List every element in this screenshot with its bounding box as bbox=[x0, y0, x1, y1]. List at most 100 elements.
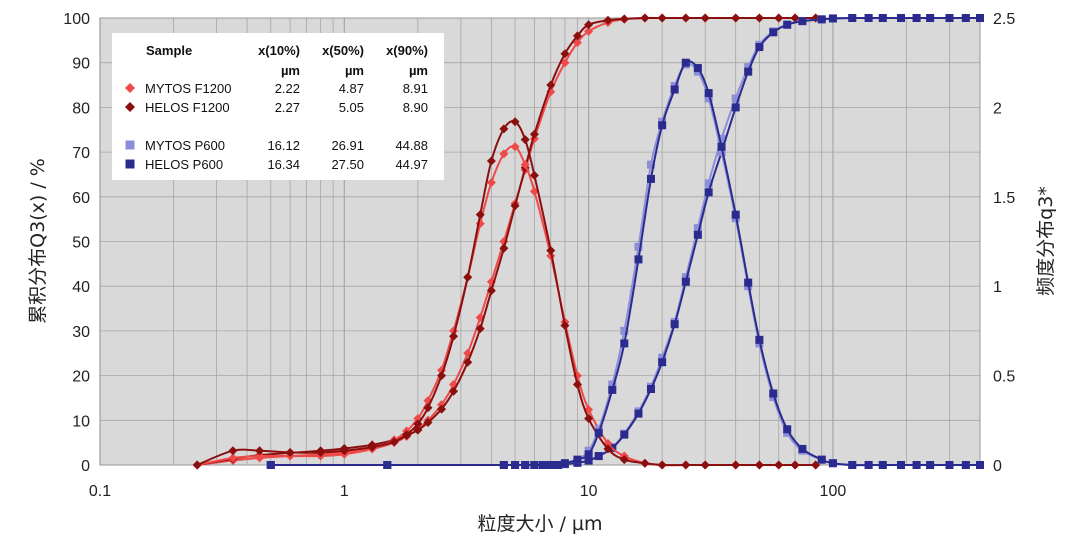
data-point bbox=[878, 14, 887, 22]
data-point bbox=[634, 242, 643, 251]
data-point bbox=[266, 461, 275, 469]
legend-x90-mytos-p600: 44.88 bbox=[395, 138, 428, 153]
y-right-tick-label: 0.5 bbox=[993, 369, 1015, 386]
data-point bbox=[657, 13, 667, 23]
series-helos-p600-density bbox=[266, 58, 984, 469]
data-point bbox=[744, 67, 753, 76]
data-point bbox=[817, 15, 826, 24]
data-point bbox=[640, 13, 650, 23]
data-point bbox=[499, 243, 509, 253]
data-point bbox=[897, 14, 906, 22]
data-point bbox=[316, 447, 326, 457]
data-point bbox=[700, 460, 710, 470]
data-point bbox=[945, 14, 954, 22]
data-point bbox=[546, 461, 555, 469]
data-point bbox=[584, 414, 594, 424]
data-point bbox=[681, 13, 691, 23]
data-point bbox=[658, 121, 667, 130]
legend-x10-mytos-p600: 16.12 bbox=[267, 138, 300, 153]
data-point bbox=[228, 446, 238, 456]
legend-x90-helos-f1200: 8.90 bbox=[403, 100, 428, 115]
data-point bbox=[681, 277, 690, 286]
data-point bbox=[475, 210, 485, 220]
legend-x90-helos-p600: 44.97 bbox=[395, 157, 428, 172]
data-point bbox=[755, 43, 764, 52]
legend-x50-helos-p600: 27.50 bbox=[331, 157, 364, 172]
data-point bbox=[538, 461, 547, 469]
data-point bbox=[619, 455, 629, 465]
legend-unit-x90: µm bbox=[409, 63, 428, 78]
data-point bbox=[704, 94, 713, 103]
data-point bbox=[961, 14, 970, 22]
legend-marker-mytos-p600 bbox=[125, 140, 135, 150]
legend-header-sample: Sample bbox=[146, 43, 192, 58]
legend-unit-x10: µm bbox=[281, 63, 300, 78]
data-point bbox=[499, 149, 509, 159]
data-point bbox=[783, 20, 792, 29]
y-right-axis-title: 频度分布q3* bbox=[1035, 186, 1057, 296]
data-point bbox=[704, 188, 713, 197]
data-point bbox=[413, 419, 423, 429]
legend-name-mytos-f1200: MYTOS F1200 bbox=[145, 81, 231, 96]
data-point bbox=[754, 13, 764, 23]
legend-x10-helos-p600: 16.34 bbox=[267, 157, 300, 172]
data-point bbox=[510, 117, 520, 127]
y-left-tick-label: 60 bbox=[72, 190, 90, 207]
data-point bbox=[848, 14, 857, 22]
data-point bbox=[731, 460, 741, 470]
data-point bbox=[774, 13, 784, 23]
data-point bbox=[192, 460, 202, 470]
data-point bbox=[463, 357, 473, 367]
data-point bbox=[744, 278, 753, 287]
legend-x50-helos-f1200: 5.05 bbox=[339, 100, 364, 115]
data-point bbox=[437, 404, 447, 414]
data-point bbox=[584, 450, 593, 459]
data-point bbox=[573, 455, 582, 464]
data-point bbox=[693, 224, 702, 233]
legend-x50-mytos-f1200: 4.87 bbox=[339, 81, 364, 96]
data-point bbox=[255, 451, 265, 461]
data-point bbox=[619, 14, 629, 24]
data-point bbox=[383, 461, 392, 469]
data-point bbox=[717, 134, 726, 143]
y-left-tick-label: 20 bbox=[72, 369, 90, 386]
y-left-axis-title: 累积分布Q3(x) / % bbox=[27, 158, 49, 324]
legend-x50-mytos-p600: 26.91 bbox=[331, 138, 364, 153]
data-point bbox=[864, 14, 873, 22]
data-point bbox=[897, 461, 906, 469]
data-point bbox=[731, 94, 740, 103]
legend-marker-helos-f1200 bbox=[125, 102, 135, 112]
data-point bbox=[790, 460, 800, 470]
data-point bbox=[945, 461, 954, 469]
y-left-tick-label: 80 bbox=[72, 100, 90, 117]
legend-x90-mytos-f1200: 8.91 bbox=[403, 81, 428, 96]
y-right-tick-label: 2.5 bbox=[993, 11, 1015, 28]
tick-labels: 0.1 1 10 100 0 10 20 30 40 50 60 70 80 90 100 0 0.5 1 1.5 2… bbox=[63, 11, 1015, 500]
data-point bbox=[634, 255, 643, 264]
data-point bbox=[620, 326, 629, 335]
data-point bbox=[560, 49, 570, 59]
data-point bbox=[511, 461, 520, 469]
legend-marker-mytos-f1200 bbox=[125, 83, 135, 93]
data-point bbox=[603, 444, 613, 454]
data-point bbox=[769, 389, 778, 398]
data-point bbox=[608, 385, 617, 394]
data-point bbox=[704, 179, 713, 188]
data-point bbox=[449, 331, 459, 341]
data-point bbox=[912, 461, 921, 469]
y-right-tick-label: 0 bbox=[993, 458, 1002, 475]
data-point bbox=[790, 13, 800, 23]
legend-name-mytos-p600: MYTOS P600 bbox=[145, 138, 225, 153]
data-point bbox=[798, 17, 807, 26]
data-point bbox=[657, 460, 667, 470]
data-point bbox=[634, 409, 643, 418]
data-point bbox=[228, 453, 238, 463]
data-point bbox=[475, 324, 485, 334]
y-right-tick-label: 1.5 bbox=[993, 190, 1015, 207]
y-left-tick-label: 50 bbox=[72, 235, 90, 252]
data-point bbox=[584, 26, 594, 36]
data-point bbox=[572, 31, 582, 41]
data-point bbox=[731, 103, 740, 112]
data-point bbox=[339, 446, 349, 456]
